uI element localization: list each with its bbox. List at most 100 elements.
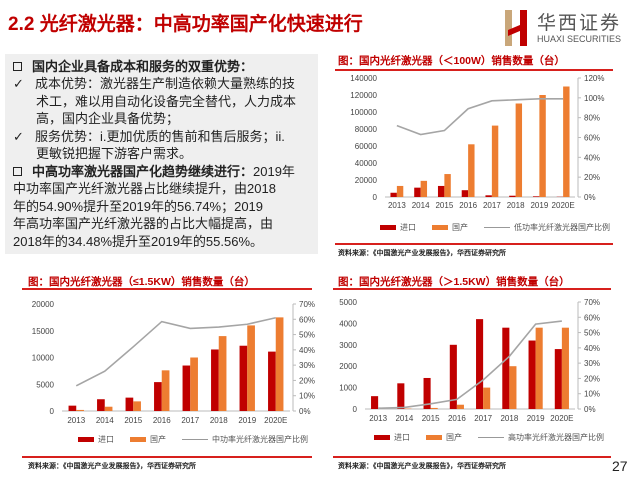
chart-1: 0 20000 40000 60000 80000 100000 120000 140000 0… bbox=[350, 74, 604, 210]
square-bullet-icon bbox=[13, 62, 22, 71]
logo-h-icon bbox=[505, 10, 527, 46]
y-tick-label: 1000 bbox=[339, 384, 357, 393]
y-tick-label: 5000 bbox=[339, 298, 357, 307]
bar-domestic bbox=[563, 86, 570, 197]
x-tick-label: 2019 bbox=[238, 416, 256, 425]
legend-swatch-import bbox=[78, 437, 94, 442]
y2-tick-label: 20% bbox=[584, 173, 600, 182]
chart-3-legend: 进口 国产 高功率光纤激光器国产比例 bbox=[374, 432, 604, 443]
x-tick-label: 2016 bbox=[153, 416, 171, 425]
y2-tick-label: 30% bbox=[584, 359, 600, 368]
square-bullet-icon bbox=[13, 166, 22, 176]
text-line: 年高功率国产光纤激光器的占比大幅提高，由 bbox=[13, 216, 274, 231]
page-title: 2.2 光纤激光器：中高功率国产化快速进行 bbox=[8, 14, 363, 35]
y2-tick-label: 70% bbox=[584, 298, 600, 307]
y2-tick-label: 50% bbox=[299, 331, 315, 340]
y2-tick-label: 0% bbox=[584, 193, 596, 202]
divider bbox=[335, 243, 613, 245]
y-tick-label: 0 bbox=[50, 407, 55, 416]
x-tick-label: 2013 bbox=[369, 414, 387, 423]
y-tick-label: 140000 bbox=[350, 74, 377, 83]
y2-tick-label: 70% bbox=[299, 300, 315, 309]
x-tick-label: 2019 bbox=[527, 414, 545, 423]
check-item-2: ✓ 服务优势：i.更加优质的售前和售后服务；ii. bbox=[13, 128, 313, 146]
check-item-1: ✓ 成本优势：激光器生产制造依赖大量熟练的技 bbox=[13, 75, 313, 93]
bar-domestic bbox=[420, 180, 428, 197]
x-tick-label: 2013 bbox=[388, 201, 406, 210]
ratio-line bbox=[396, 98, 564, 136]
bar-import bbox=[423, 377, 431, 409]
text-line: 更敏锐把握下游客户需求。 bbox=[36, 146, 193, 161]
y2-tick-label: 10% bbox=[584, 390, 600, 399]
x-tick-label: 2015 bbox=[124, 416, 142, 425]
ratio-line bbox=[378, 320, 562, 410]
y2-tick-label: 40% bbox=[584, 153, 600, 162]
y-tick-label: 80000 bbox=[355, 125, 378, 134]
bar-import bbox=[437, 185, 445, 197]
bar-domestic bbox=[76, 409, 84, 411]
legend-line-ratio bbox=[182, 438, 208, 441]
legend-label: 国产 bbox=[446, 433, 462, 442]
bar-import bbox=[154, 382, 162, 411]
y2-tick-label: 40% bbox=[584, 344, 600, 353]
legend-swatch-domestic bbox=[426, 435, 442, 440]
bar-import bbox=[461, 190, 469, 197]
bar-import bbox=[371, 396, 379, 409]
x-tick-label: 2013 bbox=[67, 416, 85, 425]
bar-import bbox=[125, 397, 134, 411]
text-line: 中功率国产光纤激光器占比继续提升，由2018 bbox=[13, 181, 276, 196]
bar-import bbox=[211, 349, 219, 411]
y2-tick-label: 40% bbox=[299, 346, 315, 355]
y2-tick-label: 20% bbox=[584, 374, 600, 383]
chart-1-source: 资料来源：《中国激光产业发展报告》，华西证券研究所 bbox=[338, 250, 506, 257]
y-tick-label: 0 bbox=[373, 193, 378, 202]
text-line: 成本优势：激光器生产制造依赖大量熟练的技 bbox=[35, 76, 296, 91]
bar-import bbox=[509, 195, 516, 197]
x-tick-label: 2020E bbox=[264, 416, 287, 425]
bar-domestic bbox=[444, 174, 451, 197]
x-tick-label: 2016 bbox=[448, 414, 466, 423]
checkmark-icon: ✓ bbox=[13, 76, 24, 91]
bar-import bbox=[449, 344, 457, 409]
legend-line-ratio bbox=[484, 226, 510, 229]
y-tick-label: 3000 bbox=[339, 341, 357, 350]
bar-import bbox=[476, 319, 484, 409]
bar-domestic bbox=[468, 144, 475, 197]
bar-domestic bbox=[133, 401, 141, 411]
y-tick-label: 60000 bbox=[355, 142, 378, 151]
legend-swatch-domestic bbox=[130, 437, 146, 442]
y-tick-label: 15000 bbox=[32, 327, 55, 336]
x-tick-label: 2019 bbox=[530, 201, 548, 210]
bar-import bbox=[97, 399, 105, 411]
y-tick-label: 20000 bbox=[32, 300, 55, 309]
bar-import bbox=[532, 196, 540, 197]
bar-domestic bbox=[396, 185, 404, 197]
bar-domestic bbox=[430, 407, 438, 409]
x-tick-label: 2016 bbox=[459, 201, 477, 210]
bullet-1: 国内企业具备成本和服务的双重优势： bbox=[13, 58, 313, 76]
legend-swatch-domestic bbox=[432, 225, 448, 230]
bar-import bbox=[182, 365, 191, 411]
bullet-2-heading: 中高功率激光器国产化趋势继续进行： bbox=[32, 163, 254, 179]
chart-1-legend: 进口 国产 低功率光纤激光器国产比例 bbox=[380, 222, 610, 233]
text-line: 年的54.90%提升至2019年的56.74%；2019 bbox=[13, 198, 264, 214]
x-tick-label: 2017 bbox=[483, 201, 501, 210]
x-tick-label: 2017 bbox=[474, 414, 492, 423]
bar-domestic bbox=[161, 370, 170, 411]
bar-domestic bbox=[483, 387, 491, 409]
y-tick-label: 120000 bbox=[350, 91, 377, 100]
bar-domestic bbox=[561, 327, 569, 409]
text-line: 2019年 bbox=[253, 163, 295, 179]
chart-3-source: 资料来源：《中国激光产业发展报告》，华西证券研究所 bbox=[338, 463, 506, 470]
legend-label: 进口 bbox=[98, 435, 114, 444]
chart-2-source: 资料来源：《中国激光产业发展报告》，华西证券研究所 bbox=[28, 463, 196, 470]
y2-tick-label: 60% bbox=[299, 315, 315, 324]
y2-tick-label: 60% bbox=[584, 313, 600, 322]
x-tick-label: 2018 bbox=[507, 201, 525, 210]
legend-label: 进口 bbox=[394, 433, 410, 442]
ratio-line bbox=[75, 316, 276, 387]
y-tick-label: 0 bbox=[353, 405, 358, 414]
x-tick-label: 2014 bbox=[96, 416, 114, 425]
legend-swatch-import bbox=[380, 225, 396, 230]
text-line: 术工，难以用自动化设备完全替代，人力成本 bbox=[36, 93, 297, 109]
